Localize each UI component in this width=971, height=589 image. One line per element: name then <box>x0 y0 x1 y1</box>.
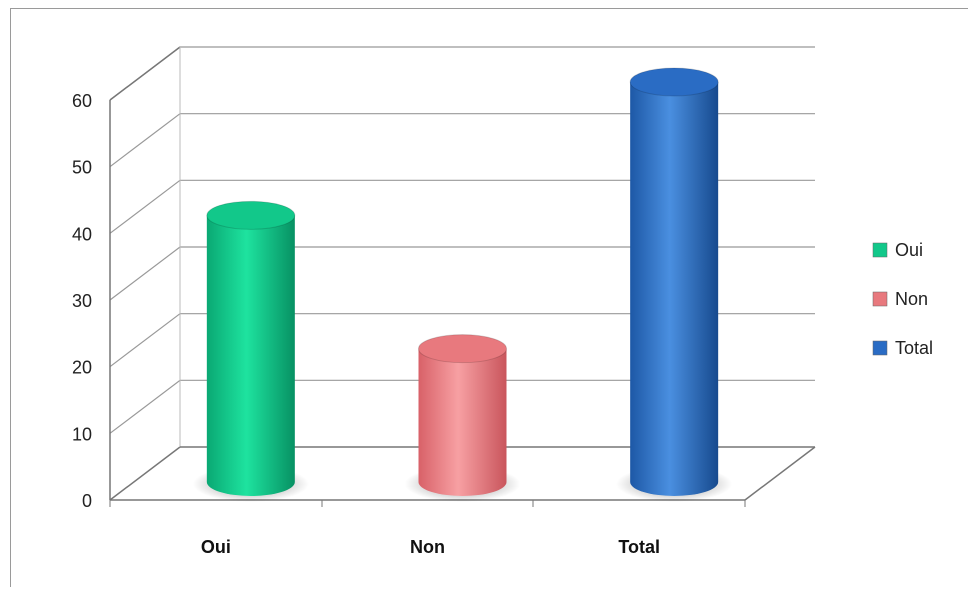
gridline-side <box>109 179 181 234</box>
y-tick-label: 40 <box>72 224 92 244</box>
y-tick-label: 10 <box>72 424 92 444</box>
bar-body <box>630 82 719 496</box>
y-tick-label: 60 <box>72 91 92 111</box>
y-tick-label: 50 <box>72 158 92 178</box>
legend-swatch <box>872 291 888 307</box>
x-tick-label: Total <box>618 537 660 557</box>
y-axis <box>109 46 181 501</box>
legend-swatch <box>872 340 888 356</box>
bar-top <box>206 200 296 230</box>
gridline-side <box>109 313 181 368</box>
bar-total <box>616 67 733 502</box>
gridline-side <box>109 246 181 301</box>
bar-top <box>418 334 507 364</box>
legend: Oui Non Total <box>872 240 933 358</box>
bar-non <box>404 334 521 502</box>
legend-label: Oui <box>895 240 923 260</box>
gridline-side <box>109 113 181 168</box>
bar-body <box>206 215 295 497</box>
x-tick-label: Oui <box>201 537 231 557</box>
chart-frame <box>10 8 968 587</box>
y-tick-label: 30 <box>72 291 92 311</box>
y-tick-label: 20 <box>72 358 92 378</box>
bar-oui <box>192 200 309 502</box>
y-tick-label: 0 <box>82 491 92 511</box>
legend-swatch <box>872 242 888 258</box>
x-tick-label: Non <box>410 537 445 557</box>
bar-body <box>418 348 507 497</box>
gridline-side <box>109 379 181 434</box>
legend-label: Non <box>895 289 928 309</box>
bar-top <box>629 67 719 97</box>
legend-label: Total <box>895 338 933 358</box>
